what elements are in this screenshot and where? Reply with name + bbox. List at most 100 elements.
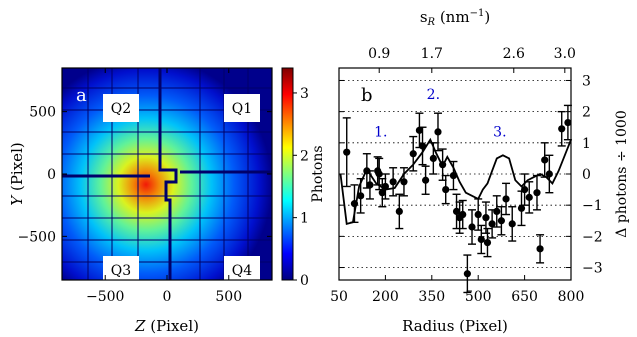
data-point (525, 193, 533, 201)
colorbar-label: Photons (310, 145, 326, 202)
quadrant-label-q1: Q1 (232, 101, 252, 117)
data-point (482, 214, 490, 222)
data-point (488, 220, 496, 228)
quadrant-label-box-q1 (224, 94, 260, 122)
data-point (521, 185, 529, 194)
colorbar: 0 1 2 3 Photons (281, 67, 326, 289)
data-point (564, 118, 572, 127)
quadrant-label-box-q4 (224, 256, 260, 284)
data-point (439, 161, 447, 169)
panel-b-y-tick-label: 0 (582, 167, 591, 183)
data-point (508, 220, 516, 228)
data-point (483, 238, 492, 247)
data-point (389, 178, 397, 186)
panel-a-y-tick-label: 500 (29, 105, 56, 121)
panel-b-y-tick-label: 3 (582, 73, 591, 89)
data-point (429, 154, 437, 163)
data-point (375, 170, 383, 178)
data-point (415, 126, 424, 134)
panel-b-x-tick-label: 650 (511, 289, 538, 305)
panel-a-x-tick-label: −500 (86, 289, 124, 305)
colorbar-tick-label: 2 (300, 148, 309, 164)
panel-b-y-tick-label: 1 (582, 136, 591, 152)
data-point (558, 125, 566, 133)
data-point (350, 200, 359, 208)
data-point (463, 270, 471, 278)
panel-b-y-tick-label: −3 (582, 261, 603, 277)
panel-b: 1. 2. 3. b 50 200 350 500 650 800 3 2 1 0 −1 −2 −3 0.… (330, 8, 630, 335)
quadrant-label-q4: Q4 (232, 263, 252, 279)
data-point (459, 210, 467, 219)
panel-b-x-tick-label: 800 (558, 289, 585, 305)
panel-b-top-tick-label: 2.6 (503, 46, 525, 62)
colorbar-tick-label: 3 (300, 86, 309, 102)
panel-a: Q2 Q1 Q3 Q4 a −500 0 500 500 0 −500 Z (Pixel… (8, 67, 273, 335)
colorbar-tick-label: 0 (300, 273, 309, 289)
panel-b-letter: b (361, 85, 373, 106)
data-point (400, 178, 408, 186)
panel-a-x-tick-label: 0 (163, 289, 172, 305)
data-point (541, 156, 549, 164)
data-point (442, 185, 450, 194)
panel-b-y-label: Δ photons ÷ 1000 (614, 110, 630, 237)
panel-a-y-label: Y (Pixel) (8, 142, 26, 205)
panel-b-top-ticks: 0.9 1.7 2.6 3.0 (368, 46, 576, 73)
panel-a-x-ticks: −500 0 500 (86, 68, 242, 305)
panel-b-x-label: Radius (Pixel) (402, 317, 508, 335)
data-point (474, 210, 482, 219)
panel-b-top-tick-label: 1.7 (421, 46, 443, 62)
panel-a-y-tick-label: −500 (18, 229, 56, 245)
panel-b-y-tick-label: −1 (582, 198, 603, 214)
data-point (381, 182, 389, 191)
colorbar-ticks: 0 1 2 3 (293, 86, 309, 289)
region-annotation: 3. (493, 125, 506, 141)
panel-b-x-tick-label: 350 (418, 289, 445, 305)
data-point (468, 223, 476, 231)
data-point (422, 176, 430, 184)
region-annotation: 2. (427, 87, 440, 103)
panel-a-letter: a (76, 85, 87, 106)
panel-b-x-tick-label: 200 (372, 289, 399, 305)
panel-b-x-ticks: 50 200 350 500 650 800 (330, 275, 584, 305)
panel-a-y-ticks: 500 0 −500 (18, 105, 272, 245)
colorbar-tick-label: 1 (300, 211, 309, 227)
data-point (343, 148, 351, 156)
data-point (497, 217, 505, 225)
data-point (452, 207, 461, 216)
data-point (517, 204, 526, 212)
panel-a-y-tick-label: 0 (47, 167, 56, 183)
data-point (409, 150, 417, 158)
colorbar-gradient (281, 67, 294, 281)
panel-b-x-tick-label: 50 (330, 289, 348, 305)
data-point (418, 142, 427, 150)
panel-a-x-label: Z (Pixel) (134, 317, 199, 335)
data-point (493, 207, 501, 216)
data-point (502, 195, 510, 203)
data-point (545, 170, 553, 178)
panel-b-y-ticks: 3 2 1 0 −1 −2 −3 (339, 73, 603, 277)
detector-gap (158, 68, 178, 280)
quadrant-label-q3: Q3 (111, 263, 131, 279)
panel-a-x-tick-label: 500 (215, 289, 242, 305)
data-point (395, 207, 403, 216)
panel-b-top-tick-label: 0.9 (368, 46, 390, 62)
panel-b-top-x-label: sR (nm−1) (420, 8, 490, 28)
data-point (477, 235, 485, 244)
panel-b-y-tick-label: −2 (582, 229, 603, 245)
region-annotation: 1. (374, 125, 387, 141)
quadrant-label-box-q2 (103, 94, 139, 122)
panel-b-x-tick-label: 500 (465, 289, 492, 305)
data-point (434, 128, 442, 136)
quadrant-label-box-q3 (103, 256, 139, 284)
data-point (533, 189, 541, 197)
quadrant-label-q2: Q2 (111, 101, 131, 117)
panel-b-data-points (342, 104, 572, 294)
panel-b-y-tick-label: 2 (582, 105, 591, 121)
data-point (357, 192, 365, 200)
data-point (536, 245, 544, 253)
panel-b-top-tick-label: 3.0 (554, 46, 576, 62)
data-point (449, 171, 458, 180)
data-point (366, 181, 374, 189)
panel-b-annotations: 1. 2. 3. (374, 87, 506, 140)
